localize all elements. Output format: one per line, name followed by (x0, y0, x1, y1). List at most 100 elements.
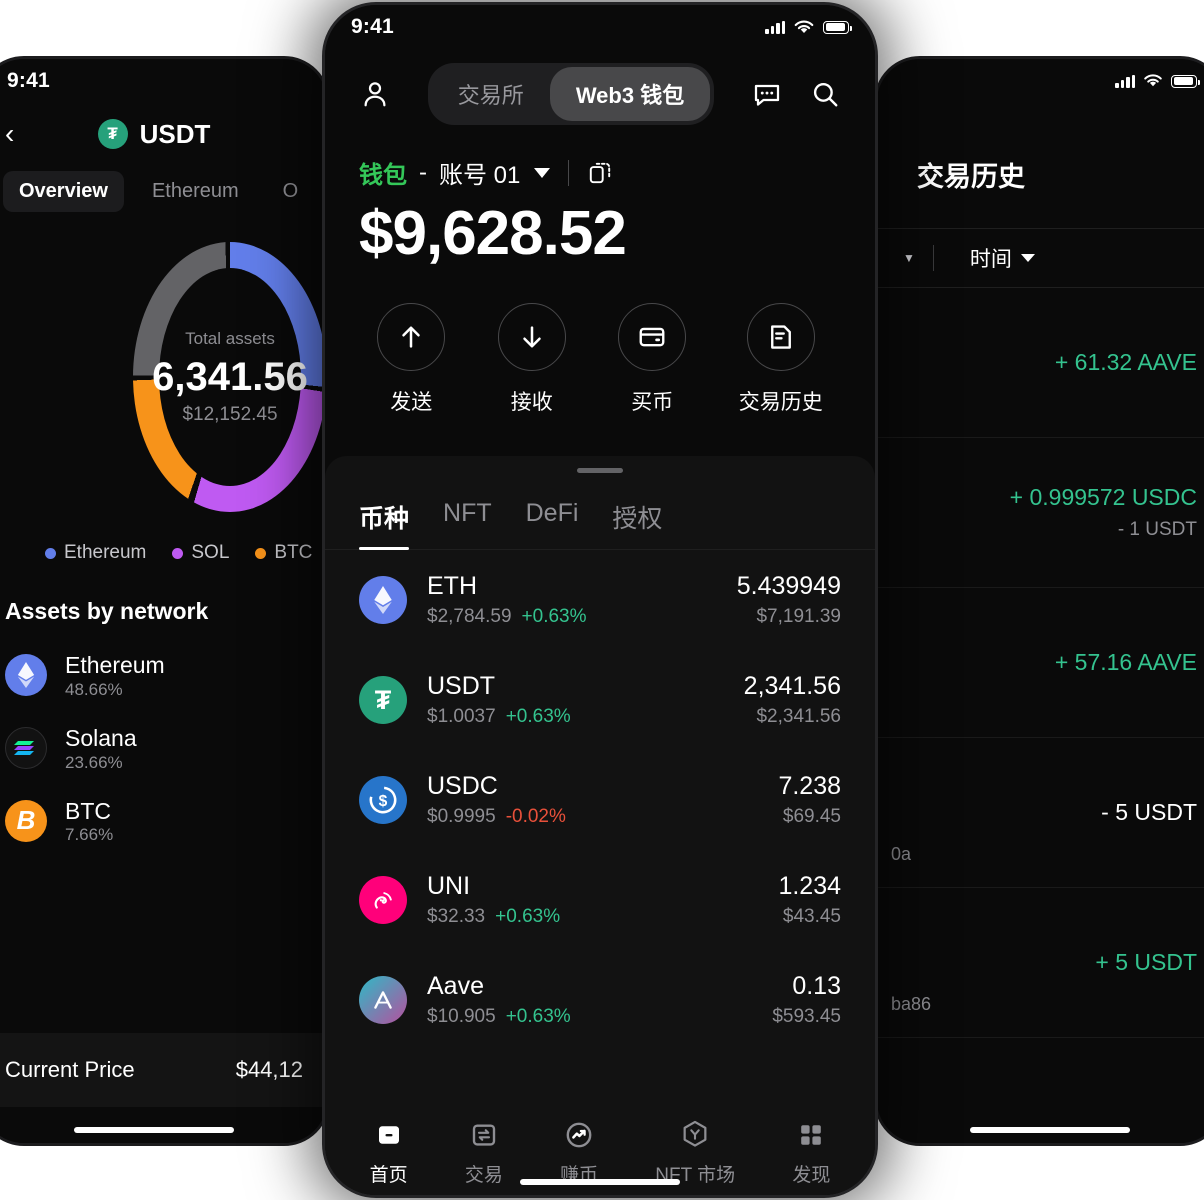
donut-legend: Ethereum SOL BTC (0, 542, 327, 564)
battery-icon (1171, 74, 1200, 88)
chevron-down-icon (1020, 254, 1035, 262)
token-amount: 7.238 (778, 772, 841, 800)
earn-icon (563, 1119, 595, 1151)
token-name: USDT (427, 672, 496, 700)
network-name: Ethereum (65, 652, 165, 678)
segment-web3-wallet[interactable]: Web3 钱包 (549, 67, 711, 121)
transaction-row[interactable]: + 57.16 AAVE (877, 588, 1204, 738)
action-buy[interactable]: 买币 (618, 303, 687, 416)
filter-left-clipped[interactable]: ▼ (903, 251, 915, 265)
nft-icon (680, 1119, 710, 1151)
credit-card-icon (618, 303, 687, 371)
search-icon[interactable] (805, 74, 845, 114)
transaction-amount: - 5 USDT (1101, 799, 1197, 825)
tab-other[interactable]: O (282, 180, 299, 202)
home-indicator (970, 1127, 1130, 1133)
network-row-btc[interactable]: B BTC 7.66% (0, 785, 327, 858)
wallet-header: 交易所 Web3 钱包 (325, 49, 875, 125)
token-row-eth[interactable]: ETH $2,784.59 +0.63% 5.439949 $7,191.39 (325, 550, 875, 650)
legend-item-sol: SOL (172, 542, 229, 564)
left-nav-bar: ‹ ₮ USDT (0, 103, 327, 165)
token-change: +0.63% (505, 706, 571, 727)
token-holdings: 0.13 $593.45 (772, 972, 841, 1028)
chat-bubble-icon[interactable] (747, 74, 787, 114)
sheet-tab-tokens[interactable]: 币种 (359, 499, 410, 550)
donut-ring: Total assets 6,341.56 $12,152.45 (133, 242, 327, 512)
status-system-icons (1115, 73, 1200, 89)
action-label: 接收 (510, 391, 553, 414)
filter-time[interactable]: 时间 (970, 243, 1035, 273)
tab-earn[interactable]: 赚币 (560, 1119, 598, 1187)
transaction-row[interactable]: + 5 USDT ba86 (877, 888, 1204, 1038)
copy-icon[interactable] (587, 160, 613, 186)
total-assets-label: Total assets (185, 328, 275, 348)
current-price-label: Current Price (5, 1057, 135, 1082)
action-label: 发送 (390, 391, 433, 414)
token-holdings: 7.238 $69.45 (778, 772, 841, 828)
legend-dot-btc (255, 547, 267, 559)
ethereum-icon (5, 654, 47, 697)
back-chevron-icon[interactable]: ‹ (5, 118, 15, 149)
account-selector[interactable]: 钱包 - 账号 01 (325, 125, 875, 190)
filter-time-label: 时间 (969, 248, 1012, 271)
token-info: USDT $1.0037 +0.63% (427, 672, 724, 728)
status-time: 9:41 (351, 15, 394, 38)
action-send[interactable]: 发送 (377, 303, 446, 416)
token-price: $1.0037 (427, 706, 496, 727)
token-amount: 2,341.56 (743, 672, 841, 700)
mode-segmented-control: 交易所 Web3 钱包 (427, 63, 715, 125)
token-row-usdc[interactable]: $ USDC $0.9995 -0.02% 7.238 $ (325, 750, 875, 850)
solana-icon (5, 727, 47, 770)
tether-icon: ₮ (359, 676, 407, 724)
sheet-tab-nft[interactable]: NFT (443, 499, 492, 527)
token-change: +0.63% (495, 906, 561, 927)
transaction-row[interactable]: + 61.32 AAVE (877, 288, 1204, 438)
sheet-tab-approvals[interactable]: 授权 (612, 505, 663, 533)
token-change: +0.63% (521, 606, 587, 627)
transaction-row[interactable]: - 5 USDT 0a (877, 738, 1204, 888)
legend-item-ethereum: Ethereum (45, 542, 146, 564)
tab-home[interactable]: 首页 (370, 1119, 408, 1187)
network-name: Solana (65, 724, 137, 751)
sheet-grabber[interactable] (577, 468, 623, 473)
action-receive[interactable]: 接收 (497, 303, 566, 416)
transaction-sub-amount: - 1 USDT (1117, 519, 1197, 540)
person-icon[interactable] (355, 74, 395, 114)
transaction-hash: 0a (891, 844, 912, 864)
battery-icon (823, 20, 852, 34)
tab-nft-market[interactable]: NFT 市场 (655, 1119, 735, 1187)
token-row-uni[interactable]: UNI $32.33 +0.63% 1.234 $43.45 (325, 850, 875, 950)
token-price-row: $0.9995 -0.02% (427, 806, 758, 828)
usdc-icon: $ (359, 776, 407, 824)
status-system-icons (765, 19, 852, 36)
usdt-coin-icon: ₮ (97, 119, 128, 149)
network-row-ethereum[interactable]: Ethereum 48.66% (0, 639, 327, 712)
donut-center: Total assets 6,341.56 $12,152.45 (152, 268, 308, 486)
token-row-aave[interactable]: Aave $10.905 +0.63% 0.13 $593.45 (325, 950, 875, 1050)
filter-divider (932, 245, 934, 271)
action-history[interactable]: 交易历史 (739, 303, 823, 416)
network-row-solana[interactable]: Solana 23.66% (0, 712, 327, 785)
transaction-amount: + 0.999572 USDC (1009, 484, 1197, 510)
wifi-icon (794, 20, 814, 33)
token-row-usdt[interactable]: ₮ USDT $1.0037 +0.63% 2,341.56 $2,341.56 (325, 650, 875, 750)
aave-icon (359, 976, 407, 1024)
sheet-tab-defi[interactable]: DeFi (525, 499, 579, 527)
left-status-bar: 9:41 (0, 59, 327, 103)
right-phone-screen: 交易历史 ▼ 时间 + 61.32 AAVE + 0.999572 USDC -… (877, 59, 1204, 1143)
swap-icon (469, 1119, 499, 1151)
tab-ethereum[interactable]: Ethereum (151, 180, 239, 202)
transaction-row[interactable]: + 0.999572 USDC - 1 USDT (877, 438, 1204, 588)
legend-dot-ethereum (45, 547, 56, 559)
token-value: $593.45 (772, 1006, 841, 1027)
tab-overview[interactable]: Overview (3, 171, 124, 212)
tab-discover[interactable]: 发现 (792, 1119, 830, 1187)
arrow-up-icon (377, 303, 446, 371)
total-assets-usd: $12,152.45 (182, 403, 278, 425)
legend-label-btc: BTC (274, 542, 313, 563)
token-amount: 5.439949 (736, 572, 841, 600)
document-icon (746, 303, 815, 371)
tab-trade[interactable]: 交易 (465, 1119, 503, 1187)
token-amount: 0.13 (792, 972, 841, 1000)
segment-exchange[interactable]: 交易所 (457, 83, 524, 108)
